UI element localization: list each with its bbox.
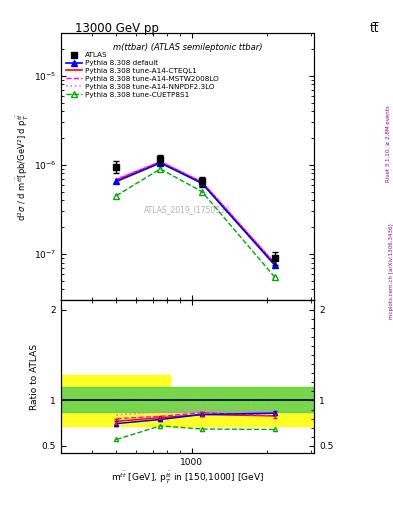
X-axis label: m$^{t\bar{t}}$ [GeV], p$_T^{t\bar{t}}$ in [150,1000] [GeV]: m$^{t\bar{t}}$ [GeV], p$_T^{t\bar{t}}$ i… [111, 470, 264, 486]
Y-axis label: Ratio to ATLAS: Ratio to ATLAS [30, 344, 39, 410]
Y-axis label: d$^2\sigma$ / d m$^{t\bar{t}}$[pb/GeV$^2$] d p$_T^{t\bar{t}}$: d$^2\sigma$ / d m$^{t\bar{t}}$[pb/GeV$^2… [15, 113, 31, 221]
Text: m(ttbar) (ATLAS semileptonic ttbar): m(ttbar) (ATLAS semileptonic ttbar) [113, 42, 263, 52]
Text: Rivet 3.1.10, ≥ 2.8M events: Rivet 3.1.10, ≥ 2.8M events [386, 105, 391, 182]
Text: 13000 GeV pp: 13000 GeV pp [75, 22, 158, 34]
Text: mcplots.cern.ch [arXiv:1306.3436]: mcplots.cern.ch [arXiv:1306.3436] [389, 224, 393, 319]
Text: ATLAS_2019_I1750330: ATLAS_2019_I1750330 [144, 205, 231, 214]
Legend: ATLAS, Pythia 8.308 default, Pythia 8.308 tune-A14-CTEQL1, Pythia 8.308 tune-A14: ATLAS, Pythia 8.308 default, Pythia 8.30… [63, 49, 222, 100]
Text: tt̅: tt̅ [370, 22, 379, 34]
